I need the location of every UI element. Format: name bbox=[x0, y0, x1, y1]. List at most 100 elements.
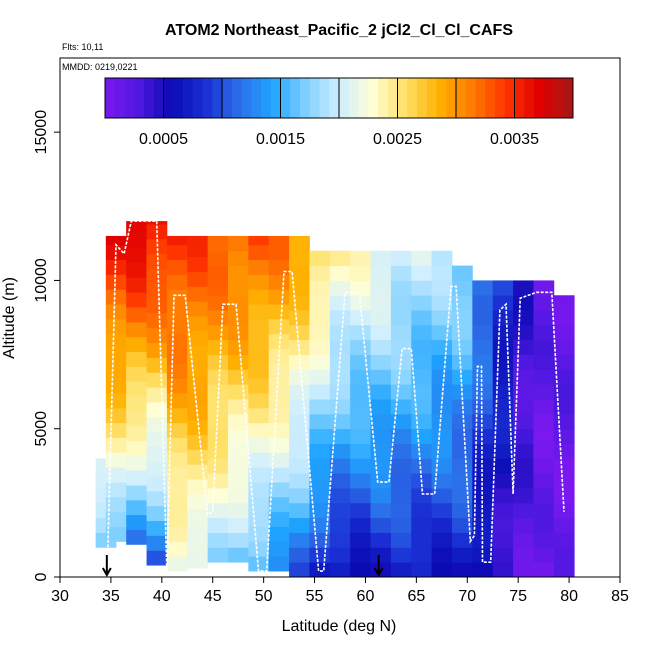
heatmap-cell bbox=[268, 437, 290, 453]
colorbar-segment bbox=[456, 78, 467, 118]
heatmap-cell bbox=[289, 458, 310, 474]
heatmap-cell bbox=[452, 443, 473, 459]
heatmap-cell bbox=[472, 295, 494, 311]
heatmap-cell bbox=[268, 378, 290, 394]
plot-frame bbox=[59, 57, 621, 578]
heatmap-cell bbox=[309, 369, 331, 385]
heatmap-cell bbox=[350, 324, 371, 341]
heatmap-cell bbox=[166, 437, 188, 453]
heatmap-cell bbox=[431, 547, 453, 563]
heatmap-cell bbox=[370, 488, 392, 504]
heatmap-cell bbox=[533, 295, 555, 311]
heatmap-cell bbox=[187, 553, 209, 569]
heatmap-cell bbox=[207, 324, 229, 341]
heatmap-cell bbox=[390, 502, 412, 519]
heatmap-cell bbox=[533, 458, 555, 474]
y-tick-label: 15000 bbox=[33, 110, 50, 155]
heatmap-cell bbox=[187, 493, 209, 510]
heatmap-cell bbox=[207, 532, 229, 548]
heatmap-cell bbox=[105, 437, 127, 453]
heatmap-cell bbox=[309, 443, 331, 459]
heatmap-cell bbox=[553, 428, 575, 444]
heatmap-cell bbox=[553, 369, 575, 385]
colorbar-segment bbox=[397, 78, 408, 118]
heatmap-cell bbox=[146, 342, 168, 358]
heatmap-cell bbox=[309, 458, 331, 474]
heatmap-cell bbox=[268, 511, 290, 527]
heatmap-cell bbox=[248, 289, 270, 305]
colorbar-segment bbox=[426, 78, 437, 118]
heatmap-cell bbox=[492, 458, 514, 474]
heatmap-cell bbox=[452, 488, 473, 504]
heatmap-cell bbox=[187, 235, 209, 243]
heatmap-cell bbox=[228, 502, 249, 519]
colorbar-segment bbox=[436, 78, 447, 118]
heatmap-cell bbox=[166, 378, 188, 394]
heatmap-cell bbox=[533, 354, 555, 370]
heatmap-cell bbox=[553, 547, 575, 563]
heatmap-cell bbox=[126, 221, 147, 234]
heatmap-cell bbox=[309, 488, 331, 504]
heatmap-cell bbox=[105, 235, 127, 246]
heatmap-cell bbox=[268, 393, 290, 409]
heatmap-cell bbox=[187, 271, 209, 287]
heatmap-cell bbox=[289, 384, 310, 400]
colorbar-segment bbox=[563, 78, 574, 118]
colorbar-segment bbox=[222, 78, 233, 118]
heatmap-cell bbox=[411, 354, 433, 370]
heatmap-cell bbox=[370, 428, 392, 444]
heatmap-cell bbox=[126, 410, 147, 427]
heatmap-cell bbox=[533, 443, 555, 459]
heatmap-cell bbox=[513, 547, 534, 563]
heatmap-cell bbox=[207, 280, 229, 296]
heatmap-cell bbox=[248, 363, 270, 379]
heatmap-cell bbox=[431, 369, 453, 385]
heatmap-cell bbox=[126, 381, 147, 397]
colorbar-segment bbox=[173, 78, 184, 118]
heatmap-cell bbox=[452, 295, 473, 311]
heatmap-cell bbox=[370, 369, 392, 385]
colorbar-segment bbox=[309, 78, 320, 118]
colorbar-segment bbox=[105, 78, 116, 118]
heatmap-cell bbox=[370, 547, 392, 563]
heatmap-cell bbox=[146, 476, 168, 492]
heatmap-cell bbox=[166, 422, 188, 439]
heatmap-cell bbox=[228, 532, 249, 548]
heatmap-cell bbox=[146, 283, 168, 299]
flight-track bbox=[107, 220, 565, 572]
heatmap-cell bbox=[248, 244, 270, 261]
x-axis-label: Latitude (deg N) bbox=[282, 618, 397, 635]
heatmap-cell bbox=[492, 295, 514, 311]
heatmap-cell bbox=[411, 280, 433, 296]
heatmap-cell bbox=[228, 413, 249, 430]
colorbar-segment bbox=[358, 78, 369, 118]
heatmap-cell bbox=[289, 369, 310, 385]
heatmap-cell bbox=[248, 274, 270, 290]
heatmap-cell bbox=[329, 310, 351, 326]
heatmap-cell bbox=[492, 562, 514, 578]
heatmap-cell bbox=[513, 280, 534, 296]
x-tick-label: 60 bbox=[357, 588, 375, 605]
heatmap-cell bbox=[289, 235, 310, 252]
x-tick-label: 85 bbox=[611, 588, 629, 605]
plot-area bbox=[95, 220, 575, 578]
heatmap-cell bbox=[472, 369, 494, 385]
heatmap-cell bbox=[329, 413, 351, 430]
heatmap-cell bbox=[146, 313, 168, 329]
heatmap-cell bbox=[431, 324, 453, 341]
heatmap-cell bbox=[390, 562, 412, 578]
heatmap-cell bbox=[472, 488, 494, 504]
heatmap-cell bbox=[126, 485, 147, 501]
heatmap-cell bbox=[350, 488, 371, 504]
heatmap-cell bbox=[553, 443, 575, 459]
colorbar-tick-label: 0.0015 bbox=[256, 131, 305, 148]
heatmap-cell bbox=[207, 458, 229, 474]
heatmap-cell bbox=[390, 488, 412, 504]
heatmap-cell bbox=[187, 330, 209, 347]
heatmap-cell bbox=[289, 473, 310, 489]
heatmap-cell bbox=[187, 375, 209, 391]
heatmap-cell bbox=[329, 384, 351, 400]
heatmap-cell bbox=[329, 458, 351, 474]
heatmap-cell bbox=[553, 295, 575, 311]
heatmap-cell bbox=[431, 413, 453, 430]
